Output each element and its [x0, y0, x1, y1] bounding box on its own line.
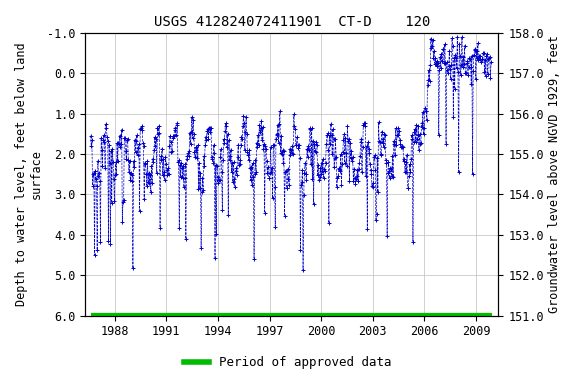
Title: USGS 412824072411901  CT-D    120: USGS 412824072411901 CT-D 120: [154, 15, 430, 29]
Y-axis label: Groundwater level above NGVD 1929, feet: Groundwater level above NGVD 1929, feet: [548, 35, 561, 313]
Legend: Period of approved data: Period of approved data: [179, 351, 397, 374]
Y-axis label: Depth to water level, feet below land
surface: Depth to water level, feet below land su…: [15, 43, 43, 306]
